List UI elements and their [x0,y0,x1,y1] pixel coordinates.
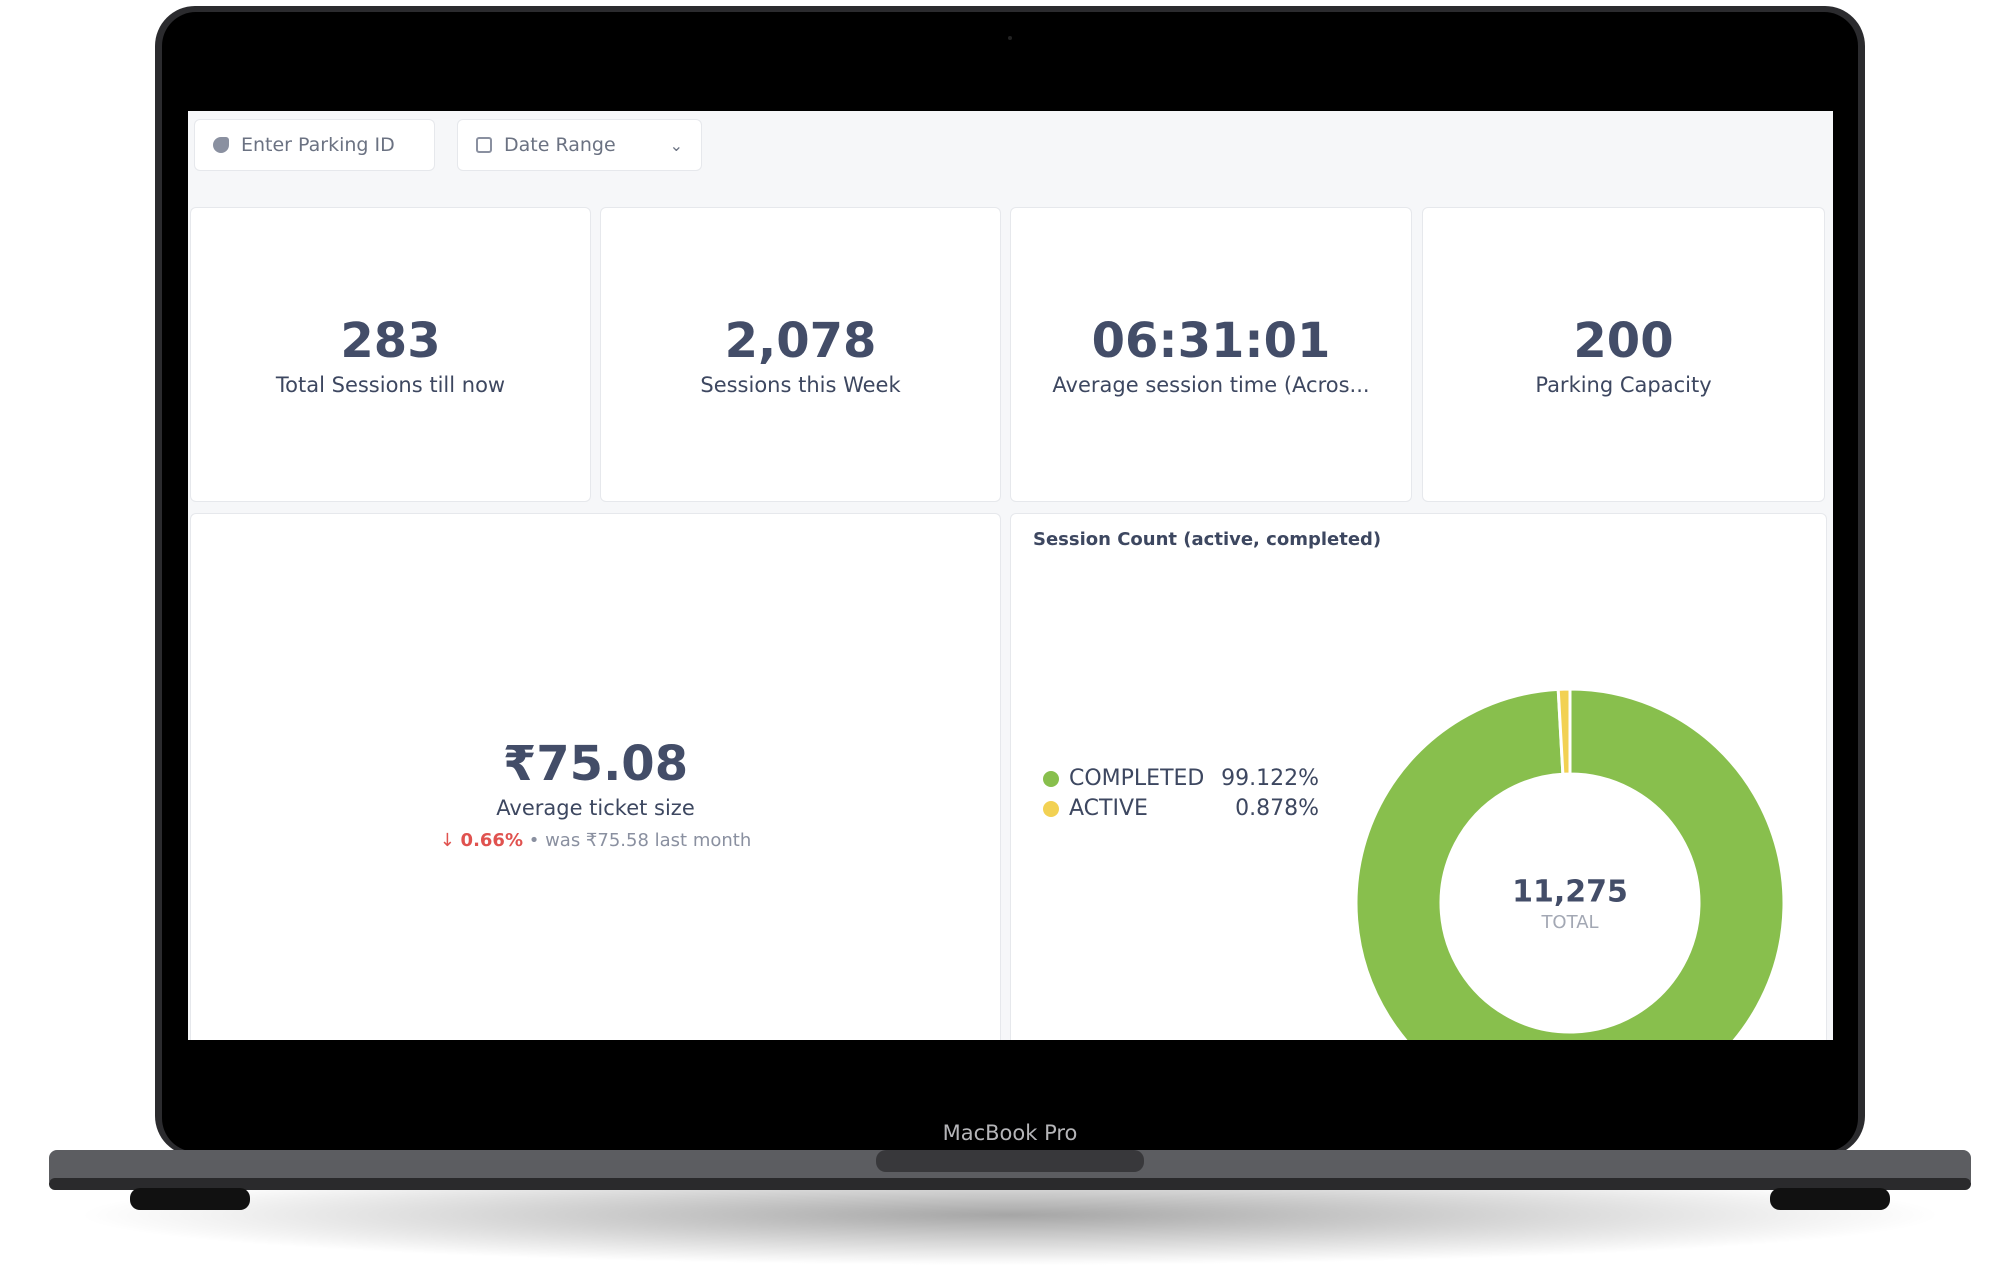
parking-id-input[interactable]: Enter Parking ID [194,119,435,171]
change: 0.66% [460,829,523,851]
legend-value: 99.122% [1221,766,1319,791]
legend-value: 0.878% [1235,796,1319,821]
stat-label: Total Sessions till now [275,372,506,397]
foot [130,1188,250,1210]
ticket-change-row: ↓ 0.66% • was ₹75.58 last month [440,830,752,851]
down-arrow: ↓ [439,829,461,851]
date-range-select[interactable]: Date Range ⌄ [457,119,702,171]
donut-slice [1556,687,1572,776]
chevron: ⌄ [669,135,683,155]
donut-slice [1354,687,1786,1040]
stat-value: 06:31:01 [1091,312,1331,369]
placeholder: Enter Parking ID [241,134,395,156]
donut-chart: Session Count (active, completed) COMPLE… [1033,529,1786,1040]
stat-card: 2,078 Sessions this Week [600,207,1001,502]
previous: was ₹75.58 last month [545,829,752,851]
stat-value: 283 [340,312,441,369]
stat-value: 2,078 [724,312,877,369]
stat-card: 200 Parking Capacity [1422,207,1825,502]
chart-title: Session Count (active, completed) [1033,529,1381,550]
stat-label: Sessions this Week [700,372,901,397]
ticket-label: Average ticket size [496,795,695,820]
separator: • [528,829,546,851]
camera [1008,36,1012,40]
calendar-icon [476,137,492,153]
stat-label: Parking Capacity [1535,372,1712,397]
legend-name: ACTIVE [1069,796,1148,821]
screen: Enter Parking ID Date Range ⌄ 283 Total S… [188,111,1833,1040]
legend-swatch [1043,771,1059,787]
donut-card: Session Count (active, completed) COMPLE… [1010,513,1827,1040]
stat-card: 06:31:01 Average session time (Acros... [1010,207,1412,502]
device-label: MacBook Pro [943,1121,1078,1145]
foot [1770,1188,1890,1210]
notch [876,1150,1144,1172]
ticket-value: ₹75.08 [502,735,689,792]
legend-name: COMPLETED [1069,766,1204,791]
stat-card: 283 Total Sessions till now [190,207,591,502]
ticket-card: ₹75.08 Average ticket size ↓ 0.66% • was… [190,513,1001,1040]
stat-label: Average session time (Acros... [1052,372,1370,397]
donut-total-label: TOTAL [1540,912,1598,933]
legend-swatch [1043,801,1059,817]
stat-value: 200 [1573,312,1674,369]
tag-icon [213,137,229,153]
donut-total: 11,275 [1512,875,1628,910]
base-edge [49,1178,1971,1190]
placeholder: Date Range [504,134,616,156]
